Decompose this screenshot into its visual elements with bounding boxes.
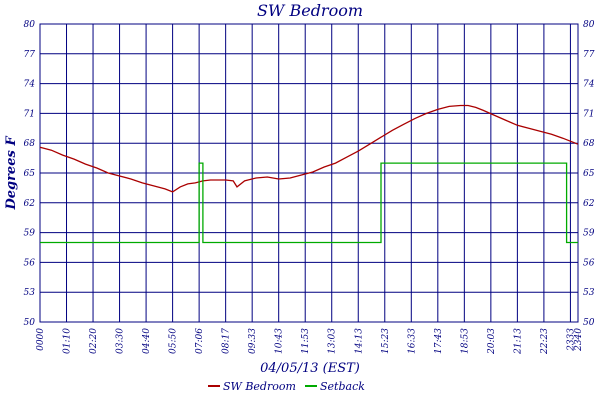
x-tick-label: 07:06 xyxy=(195,328,205,354)
x-tick-label: 17:43 xyxy=(434,328,444,354)
x-tick-label: 09:33 xyxy=(248,328,258,354)
y-tick-label: 56 xyxy=(24,258,36,268)
legend: SW Bedroom Setback xyxy=(208,380,365,393)
x-tick-label: 08:17 xyxy=(222,328,232,354)
x-tick-label: 20:03 xyxy=(487,328,497,355)
y-tick-label: 53 xyxy=(24,288,36,298)
x-tick-label: 14:13 xyxy=(354,328,364,354)
x-tick-label: 16:33 xyxy=(407,328,417,354)
y-tick-label-right: 56 xyxy=(583,258,595,268)
y-tick-label-right: 68 xyxy=(583,139,595,149)
series-line-sw-bedroom xyxy=(39,104,579,193)
y-tick-label-right: 62 xyxy=(583,199,595,209)
x-tick-label: 05:50 xyxy=(169,328,179,354)
x-tick-label: 15:23 xyxy=(381,328,391,354)
x-tick-label: 03:30 xyxy=(116,328,126,354)
legend-label: Setback xyxy=(320,380,365,393)
y-tick-label: 80 xyxy=(24,20,36,30)
x-axis-label: 04/05/13 (EST) xyxy=(260,361,360,376)
series-line-setback xyxy=(40,162,578,244)
y-tick-label-right: 74 xyxy=(583,80,595,90)
legend-label: SW Bedroom xyxy=(223,380,296,393)
plot-area: 50 50 53 53 56 56 59 59 62 62 65 65 68 68 71 71 74 74 77 77… xyxy=(24,20,595,355)
x-tick-label: 2340 xyxy=(574,328,584,352)
x-tick-label: 13:03 xyxy=(328,328,338,354)
x-tick-label: 21:13 xyxy=(513,328,523,355)
y-tick-label: 65 xyxy=(24,169,36,179)
y-tick-label: 62 xyxy=(24,199,36,209)
y-tick-label-right: 80 xyxy=(583,20,595,30)
y-tick-label-right: 71 xyxy=(583,109,594,119)
plot-frame xyxy=(39,23,579,323)
x-tick-label: 18:53 xyxy=(460,328,470,354)
x-tick-label: 10:43 xyxy=(275,328,285,354)
y-tick-label: 71 xyxy=(24,109,35,119)
x-tick-label: 02:20 xyxy=(89,328,99,354)
y-tick-label-right: 50 xyxy=(583,318,595,328)
y-tick-label: 68 xyxy=(24,139,36,149)
y-axis-label: Degrees F xyxy=(4,136,19,211)
chart-title: SW Bedroom xyxy=(257,1,363,20)
y-tick-label-right: 59 xyxy=(583,229,595,239)
y-tick-label: 77 xyxy=(24,50,36,60)
y-tick-label: 74 xyxy=(24,80,36,90)
y-tick-label: 50 xyxy=(24,318,36,328)
x-tick-label: 0000 xyxy=(36,328,46,351)
x-tick-label: 11:53 xyxy=(301,328,311,354)
y-tick-label-right: 77 xyxy=(583,50,595,60)
x-tick-label: 01:10 xyxy=(63,328,73,354)
y-tick-label-right: 53 xyxy=(583,288,595,298)
x-tick-label: 04:40 xyxy=(142,328,152,354)
x-tick-label: 2333 xyxy=(566,328,576,352)
x-tick-label: 22:23 xyxy=(540,328,550,355)
y-tick-label: 59 xyxy=(24,229,36,239)
y-tick-label-right: 65 xyxy=(583,169,595,179)
